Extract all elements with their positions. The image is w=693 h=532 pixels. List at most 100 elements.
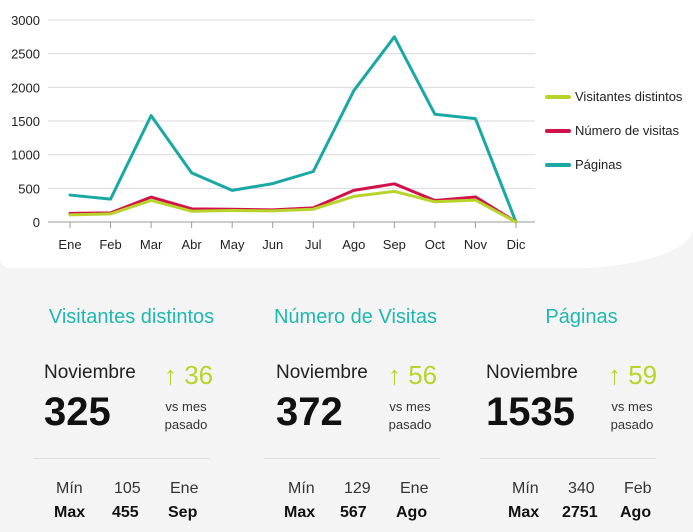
legend-label: Visitantes distintos (575, 89, 683, 104)
stat-vs-line1: vs mes (165, 399, 207, 414)
data-point (474, 117, 477, 120)
data-point (474, 198, 477, 202)
legend-item-paginas: Páginas (545, 156, 682, 173)
x-tick-label: Oct (425, 237, 446, 252)
x-tick-label: Sep (383, 237, 406, 252)
min-month: Ene (400, 480, 429, 497)
data-point (312, 208, 315, 211)
legend-swatch (545, 128, 571, 133)
stat-divider (34, 458, 210, 459)
y-tick-label: 1000 (11, 148, 40, 163)
data-point (68, 213, 72, 217)
x-tick-label: Jul (305, 237, 322, 252)
y-tick-label: 500 (18, 181, 40, 196)
data-point (312, 170, 315, 173)
stat-month: Noviembre (486, 362, 578, 383)
legend-swatch (545, 162, 571, 167)
stat-title: Visitantes distintos (48, 306, 215, 328)
data-point (190, 207, 193, 211)
stat-title: Número de Visitas (273, 306, 438, 328)
stat-vs: vs mes pasado (602, 398, 662, 434)
x-tick-label: Dic (507, 237, 526, 252)
stat-month: Noviembre (44, 362, 136, 383)
data-point (271, 209, 274, 213)
stat-vs: vs mes pasado (380, 398, 440, 434)
legend-item-visitas: Número de visitas (545, 122, 682, 139)
x-tick-label: Ago (342, 237, 365, 252)
stat-change: ↑ 36 (164, 360, 214, 390)
max-value: 455 (112, 504, 139, 521)
data-point (271, 182, 274, 185)
line-chart: 0 500 1000 1500 2000 2500 3000 Ene Feb Mar Abr May J… (11, 13, 535, 252)
max-label: Max (508, 504, 540, 521)
stat-vs-line2: pasado (388, 417, 432, 432)
x-tick-label: Mar (140, 237, 163, 252)
data-point (109, 197, 112, 201)
data-point (433, 200, 437, 203)
data-point (68, 193, 72, 197)
data-point (149, 195, 153, 199)
stat-change: ↑ 56 (388, 360, 438, 390)
min-value: 105 (114, 480, 141, 497)
stats-panel: Visitantes distintos Noviembre 325 ↑ 36 … (0, 268, 693, 532)
data-point (393, 35, 396, 39)
data-point (352, 189, 356, 192)
chart-card: 0 500 1000 1500 2000 2500 3000 Ene Feb Mar Abr May J… (0, 0, 693, 268)
min-value: 129 (344, 480, 371, 497)
stat-block-paginas: Páginas Noviembre 1535 ↑ 59 vs mes pasad… (474, 268, 689, 532)
stat-block-visitantes: Visitantes distintos Noviembre 325 ↑ 36 … (24, 268, 239, 532)
stat-vs-line1: vs mes (611, 399, 653, 414)
x-tick-label: May (220, 237, 245, 252)
series-line-1 (68, 182, 518, 224)
legend-swatch (545, 94, 571, 99)
data-point (230, 209, 234, 212)
stat-divider (264, 458, 440, 459)
max-value: 2751 (562, 504, 598, 521)
max-label: Max (284, 504, 316, 521)
legend-label: Páginas (575, 157, 622, 172)
data-point (149, 199, 153, 202)
data-point (393, 182, 396, 186)
x-tick-label: Feb (99, 237, 121, 252)
stat-value: 1535 (486, 390, 575, 434)
stat-change: ↑ 59 (608, 360, 658, 390)
stat-vs-line2: pasado (164, 417, 208, 432)
chart-legend: Visitantes distintos Número de visitas P… (545, 88, 682, 190)
min-value: 340 (568, 480, 595, 497)
stat-vs: vs mes pasado (156, 398, 216, 434)
stat-title: Páginas (545, 306, 618, 328)
min-label: Mín (288, 480, 315, 497)
data-point (474, 195, 477, 199)
max-value: 567 (340, 504, 367, 521)
y-tick-label: 2500 (11, 47, 40, 62)
stat-vs-line2: pasado (610, 417, 654, 432)
max-month: Sep (168, 504, 198, 521)
series-line-2 (68, 189, 518, 224)
data-point (230, 189, 234, 192)
stat-month: Noviembre (276, 362, 368, 383)
min-label: Mín (512, 480, 539, 497)
y-tick-label: 1500 (11, 114, 40, 129)
x-tick-label: Ene (58, 237, 81, 252)
y-tick-label: 0 (33, 215, 40, 230)
x-tick-label: Jun (262, 237, 283, 252)
max-month: Ago (396, 504, 428, 521)
stat-vs-line1: vs mes (389, 399, 431, 414)
data-point (352, 89, 356, 92)
stat-value: 372 (276, 390, 343, 434)
y-tick-label: 3000 (11, 13, 40, 28)
y-tick-label: 2000 (11, 80, 40, 95)
max-month: Ago (620, 504, 652, 521)
data-point (514, 220, 518, 224)
min-month: Ene (170, 480, 199, 497)
data-point (433, 113, 437, 116)
stat-divider (480, 458, 656, 459)
stat-block-visitas: Número de Visitas Noviembre 372 ↑ 56 vs … (248, 268, 463, 532)
data-point (190, 171, 193, 175)
max-label: Max (54, 504, 86, 521)
x-tick-label: Nov (464, 237, 488, 252)
min-label: Mín (56, 480, 83, 497)
min-month: Feb (624, 480, 652, 497)
legend-label: Número de visitas (575, 123, 680, 138)
data-point (109, 212, 112, 216)
